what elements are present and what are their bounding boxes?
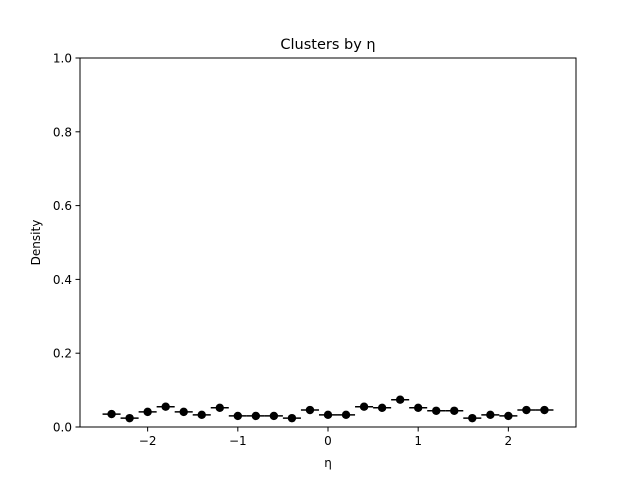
y-axis-label: Density xyxy=(29,220,43,266)
data-point xyxy=(251,411,261,421)
data-point xyxy=(486,410,495,420)
x-axis: −2 −1 0 1 2 xyxy=(139,427,512,448)
data-point xyxy=(504,411,513,421)
y-tick-label: 0.2 xyxy=(53,347,72,361)
data-point xyxy=(287,413,297,423)
data-point xyxy=(305,405,315,415)
x-tick-label: −2 xyxy=(139,434,157,448)
x-tick-label: −1 xyxy=(229,434,247,448)
data-point xyxy=(179,407,188,417)
data-point xyxy=(323,410,333,420)
data-point xyxy=(341,410,351,420)
x-axis-label: η xyxy=(324,456,332,470)
y-tick-label: 1.0 xyxy=(53,52,72,66)
data-point xyxy=(125,413,134,423)
x-tick-label: 2 xyxy=(505,434,513,448)
y-tick-label: 0.8 xyxy=(53,125,72,139)
data-point xyxy=(522,405,531,415)
x-tick-label: 1 xyxy=(414,434,422,448)
plot-area xyxy=(80,58,576,427)
data-point xyxy=(432,406,441,415)
data-point xyxy=(359,402,369,411)
data-point xyxy=(468,413,477,423)
data-marks xyxy=(102,395,554,423)
data-point xyxy=(197,410,206,420)
data-point xyxy=(450,406,459,415)
data-point xyxy=(377,403,387,413)
x-tick-label: 0 xyxy=(324,434,332,448)
data-point xyxy=(107,409,116,419)
data-point xyxy=(215,403,224,413)
y-tick-label: 0.6 xyxy=(53,199,72,213)
data-point xyxy=(269,411,279,421)
chart-title: Clusters by η xyxy=(280,37,375,53)
y-tick-label: 0.4 xyxy=(53,273,72,287)
data-point xyxy=(413,403,423,413)
data-point xyxy=(395,395,405,404)
data-point xyxy=(540,405,549,415)
y-tick-label: 0.0 xyxy=(53,421,72,435)
data-point xyxy=(161,402,170,411)
y-axis: 0.0 0.2 0.4 0.6 0.8 1.0 xyxy=(53,52,80,435)
data-point xyxy=(233,411,243,421)
data-point xyxy=(143,407,152,417)
